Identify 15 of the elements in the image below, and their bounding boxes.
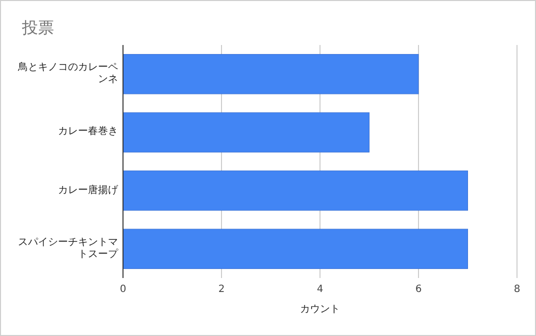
x-tick-label: 6: [414, 284, 423, 296]
y-tick-label: スパイシーチキントマトスープ: [17, 236, 118, 261]
bar: [122, 170, 468, 211]
chart-title: 投票: [22, 18, 54, 39]
x-tick-label: 0: [118, 284, 128, 296]
y-tick-label: カレー春巻き: [57, 126, 118, 138]
x-axis-title: カウント: [299, 304, 341, 316]
bar: [122, 54, 419, 94]
bar: [122, 228, 468, 269]
x-tick-label: 8: [512, 284, 522, 296]
y-tick-label: 鳥とキノコのカレーペンネ: [17, 62, 118, 86]
bar: [122, 112, 370, 152]
y-tick-label: カレー唐揚げ: [57, 184, 118, 197]
x-tick-label: 4: [316, 284, 324, 296]
x-tick-label: 2: [217, 284, 226, 296]
